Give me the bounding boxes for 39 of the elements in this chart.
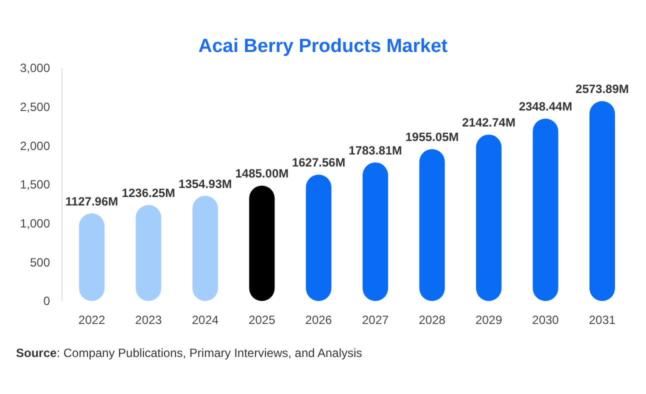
x-tick-label: 2025 — [248, 313, 276, 327]
data-label: 1236.25M — [122, 186, 176, 200]
x-tick-label: 2024 — [192, 313, 219, 327]
x-tick-label: 2027 — [362, 313, 390, 327]
source-note: Source: Company Publications, Primary Interviews, and Analysis — [16, 346, 362, 360]
bar — [589, 101, 615, 301]
bar — [192, 196, 218, 301]
y-tick-label: 2,500 — [20, 100, 50, 114]
x-tick-label: 2028 — [418, 313, 446, 327]
data-label: 2142.74M — [462, 116, 516, 130]
data-label: 1127.96M — [65, 194, 118, 208]
bar — [532, 118, 558, 301]
data-label: 2573.89M — [576, 82, 629, 96]
y-tick-label: 1,000 — [20, 216, 50, 231]
y-tick-label: 0 — [43, 294, 50, 308]
bar — [79, 213, 105, 301]
data-label: 1354.93M — [178, 176, 232, 191]
chart-title: Acai Berry Products Market — [198, 36, 448, 57]
bar — [419, 149, 445, 301]
bar — [476, 134, 502, 301]
y-tick-label: 3,000 — [20, 61, 50, 76]
bar — [306, 174, 332, 301]
y-tick-label: 500 — [30, 255, 50, 270]
x-tick-label: 2030 — [532, 313, 560, 327]
data-label: 1955.05M — [405, 130, 459, 144]
x-tick-label: 2026 — [305, 313, 332, 327]
x-tick-label: 2031 — [588, 313, 616, 327]
y-tick-label: 1,500 — [20, 178, 50, 192]
y-tick-label: 2,000 — [20, 138, 50, 153]
data-label: 1627.56M — [292, 156, 346, 170]
bar — [249, 186, 275, 301]
x-tick-label: 2029 — [475, 313, 502, 327]
x-tick-label: 2023 — [135, 313, 162, 327]
data-label: 2348.44M — [518, 100, 572, 114]
data-label: 1783.81M — [348, 143, 402, 158]
bar — [136, 204, 162, 301]
data-label: 1485.00M — [235, 166, 289, 181]
x-tick-label: 2022 — [78, 313, 106, 327]
bar — [362, 162, 388, 301]
